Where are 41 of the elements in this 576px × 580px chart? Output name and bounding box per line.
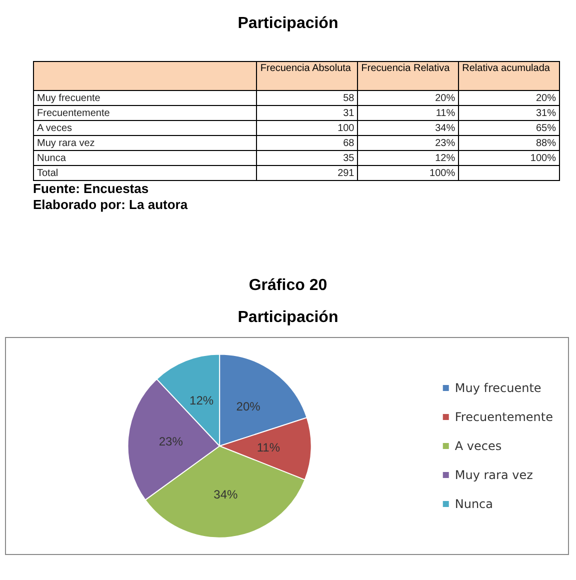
- category-label: A veces: [37, 122, 72, 134]
- data-label: 23%: [158, 434, 184, 448]
- legend-label: Muy frecuente: [454, 381, 542, 395]
- category-label: Frecuentemente: [37, 108, 110, 118]
- text: 20%: [435, 92, 456, 104]
- text: 65%: [536, 122, 556, 134]
- text: 58: [343, 92, 354, 104]
- legend-label: Nunca: [454, 497, 494, 511]
- data-label: 12%: [190, 394, 214, 408]
- text: 88%: [536, 138, 556, 148]
- category-label: Frecuencia Relativa: [358, 62, 459, 90]
- text: 100%: [430, 168, 456, 178]
- legend-label: Frecuentemente: [454, 410, 554, 424]
- legend-label: A veces: [454, 439, 502, 453]
- data-label: 20%: [236, 399, 261, 414]
- text: 35: [343, 152, 354, 164]
- text: 68: [343, 138, 354, 148]
- text: 34%: [435, 122, 456, 134]
- category-label: Nunca: [37, 152, 66, 164]
- text: 23%: [435, 138, 456, 148]
- chart-subtitle: Participación: [236, 308, 340, 327]
- data-label: 34%: [214, 488, 238, 502]
- text: 100: [338, 122, 354, 134]
- source-note: Fuente: Encuestas: [33, 181, 150, 197]
- text: 11%: [436, 108, 456, 118]
- category-label: Relativa acumulada: [458, 62, 560, 90]
- category-label: Muy frecuente: [37, 92, 100, 104]
- text: 291: [338, 168, 354, 178]
- text: 31: [343, 108, 354, 118]
- text: Elaborado por: La autora: [33, 197, 189, 213]
- category-label: Frecuencia Absoluta: [256, 62, 358, 90]
- category-label: Muy rara vez: [37, 138, 95, 148]
- text: 12%: [435, 152, 456, 164]
- chart-title: Gráfico 20: [248, 276, 328, 295]
- data-label: 11%: [256, 440, 280, 455]
- category-label: Total: [37, 168, 58, 178]
- text: 31%: [536, 108, 556, 118]
- legend-label: Muy rara vez: [454, 468, 533, 482]
- text: Participación: [236, 14, 340, 33]
- text: 20%: [536, 92, 556, 104]
- text: 100%: [530, 152, 556, 164]
